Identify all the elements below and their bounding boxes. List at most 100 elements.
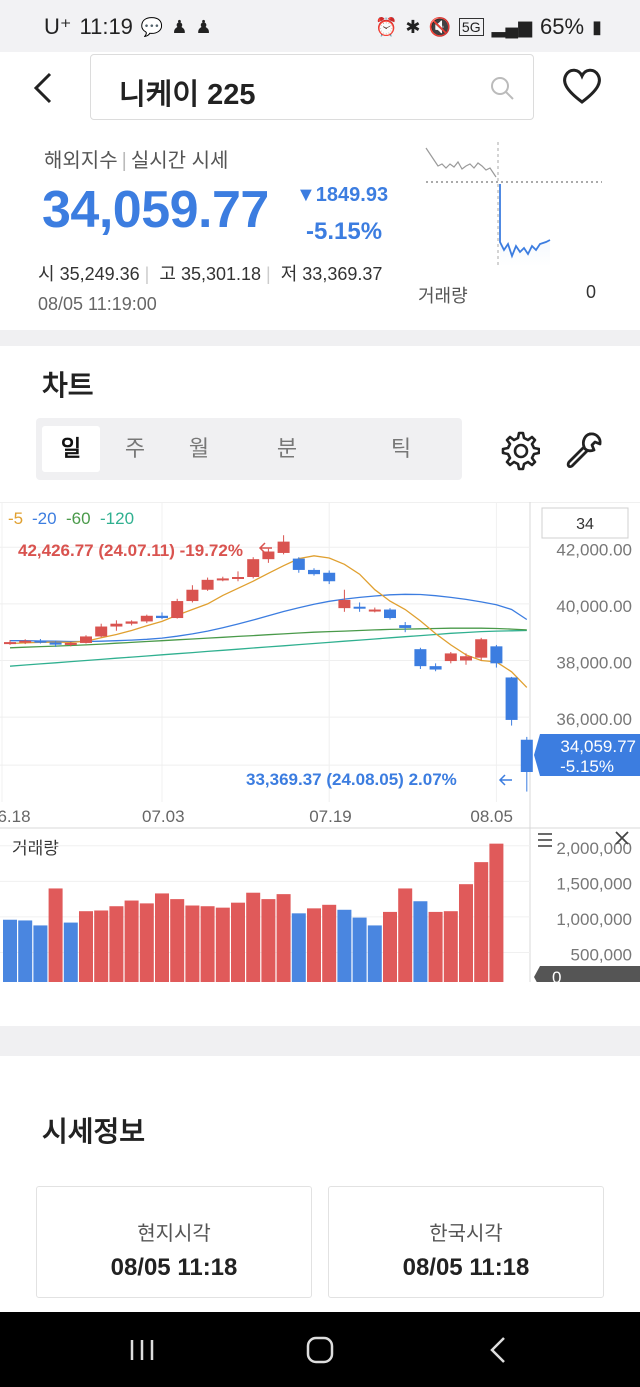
high-arrow-icon: [258, 542, 272, 554]
volume-y-tick-label: 1,000,000: [556, 910, 632, 929]
mini-chart-area: [500, 184, 550, 266]
chart-settings-button[interactable]: [498, 430, 541, 472]
ma-legend-20: -20: [32, 509, 57, 528]
volume-menu-icon: [538, 833, 552, 847]
tab-monthly[interactable]: 월: [188, 436, 210, 461]
y-tick-label: 36,000.00: [556, 710, 632, 729]
candle-body: [460, 656, 472, 661]
status-bar: U⁺ 11:19 💬 ♟ ♟ ⏰ ✱ 🔇 5G ▂▄▆ 65% ▮: [0, 0, 640, 52]
ma-legend-120: -120: [100, 509, 134, 528]
intraday-mini-chart[interactable]: [420, 142, 606, 266]
volume-label: 거래량: [418, 286, 468, 306]
current-price-tag-value: 34,059.77: [560, 737, 636, 756]
ma60-line: [9, 627, 527, 649]
change-amount: ▼1849.93: [296, 184, 389, 206]
candle-body: [232, 577, 244, 579]
signal-icon: ▂▄▆: [491, 16, 533, 37]
low-annotation: 33,369.37 (24.08.05) 2.07%: [246, 770, 457, 789]
chart-tools-button[interactable]: [562, 430, 604, 472]
system-nav-bar: [0, 1312, 640, 1387]
local-time-value: 08/05 11:18: [110, 1254, 238, 1281]
high-annotation: 42,426.77 (24.07.11) -19.72%: [18, 541, 243, 560]
local-time-card: 현지시각 08/05 11:18: [36, 1186, 312, 1298]
candle-body: [171, 601, 184, 619]
volume-bar: [109, 906, 124, 982]
volume-y-tick-label: 500,000: [571, 945, 632, 964]
volume-bar: [3, 919, 17, 982]
tab-weekly[interactable]: 주: [124, 436, 146, 461]
y-tick-label: 38,000.00: [556, 653, 632, 672]
volume-bar: [63, 922, 78, 982]
volume-bar: [276, 894, 291, 982]
quote-timestamp: 08/05 11:19:00: [38, 294, 157, 314]
candle-body: [444, 653, 457, 662]
volume-bar: [428, 911, 443, 982]
price-info-title: 시세정보: [42, 1116, 146, 1147]
high-label: 고: [159, 264, 176, 284]
nav-back-button[interactable]: [482, 1334, 518, 1366]
korea-time-label: 한국시각: [429, 1223, 503, 1245]
open-value: 35,249.36: [59, 264, 140, 284]
candle-body: [399, 625, 412, 628]
low-label: 저: [280, 264, 298, 284]
search-input[interactable]: 니케이 225: [90, 54, 534, 120]
tab-daily[interactable]: 일: [42, 426, 100, 472]
candlestick-chart[interactable]: 42,000.00 40,000.00 38,000.00 36,000.00 06.1…: [0, 502, 640, 982]
candle-body: [292, 558, 305, 570]
alarm-icon: ⏰: [374, 16, 398, 37]
volume-bar: [307, 908, 321, 982]
candle-body: [34, 640, 47, 643]
candle-body: [186, 589, 199, 602]
volume-bar: [215, 907, 230, 982]
ma-legend-60: -60: [66, 509, 91, 528]
candle-body: [4, 642, 16, 645]
back-button[interactable]: [26, 70, 62, 106]
x-tick-label: 06.18: [0, 807, 31, 826]
y-tick-label: 42,000.00: [556, 540, 632, 559]
chevron-left-icon: [33, 72, 52, 104]
volume-bar: [261, 899, 276, 982]
candle-body: [490, 646, 503, 664]
open-label: 시: [38, 264, 55, 284]
candle-body: [429, 666, 442, 670]
chart-section-title: 차트: [42, 370, 94, 401]
tab-tick[interactable]: 틱: [390, 436, 412, 461]
status-right: ⏰ ✱ 🔇 5G ▂▄▆ 65% ▮: [375, 14, 602, 40]
wrench-icon: [566, 432, 602, 469]
volume-bar: [459, 884, 473, 982]
candle-body: [414, 649, 427, 667]
volume-y-tick-label: 1,500,000: [556, 874, 632, 893]
battery-percent: 65%: [540, 14, 585, 39]
volume-bar: [139, 903, 154, 982]
network-type: 5G: [458, 18, 484, 36]
gear-icon: [501, 431, 541, 471]
volume-bar: [474, 862, 489, 982]
korea-time-value: 08/05 11:18: [402, 1254, 530, 1281]
candle-body: [520, 739, 533, 772]
volume-bar: [33, 925, 48, 982]
candle-body: [323, 572, 336, 582]
home-button[interactable]: [302, 1334, 338, 1366]
candle-body: [140, 615, 153, 622]
candle-body: [338, 599, 351, 609]
x-tick-label: 07.19: [309, 807, 352, 826]
volume-bar: [322, 904, 337, 982]
category-label: 해외지수: [44, 150, 118, 172]
tab-minute[interactable]: 분: [276, 436, 298, 461]
candle-body: [277, 541, 290, 553]
volume-panel-title: 거래량: [12, 839, 59, 858]
category-line: 해외지수 | 실시간 시세: [44, 144, 228, 173]
volume-bar: [155, 893, 169, 982]
recent-apps-button[interactable]: [124, 1334, 160, 1366]
volume-value: 0: [586, 282, 597, 302]
favorite-button[interactable]: [560, 66, 604, 106]
candle-body: [95, 626, 108, 637]
mini-chart-today-line: [499, 184, 551, 259]
status-left: U⁺ 11:19 💬 ♟ ♟: [44, 14, 212, 40]
search-icon[interactable]: [489, 75, 515, 101]
candle-body: [125, 621, 138, 624]
volume-bar: [18, 920, 33, 982]
volume-close-icon: [615, 831, 629, 845]
volume-bar: [398, 888, 413, 982]
candle-body: [80, 636, 92, 643]
